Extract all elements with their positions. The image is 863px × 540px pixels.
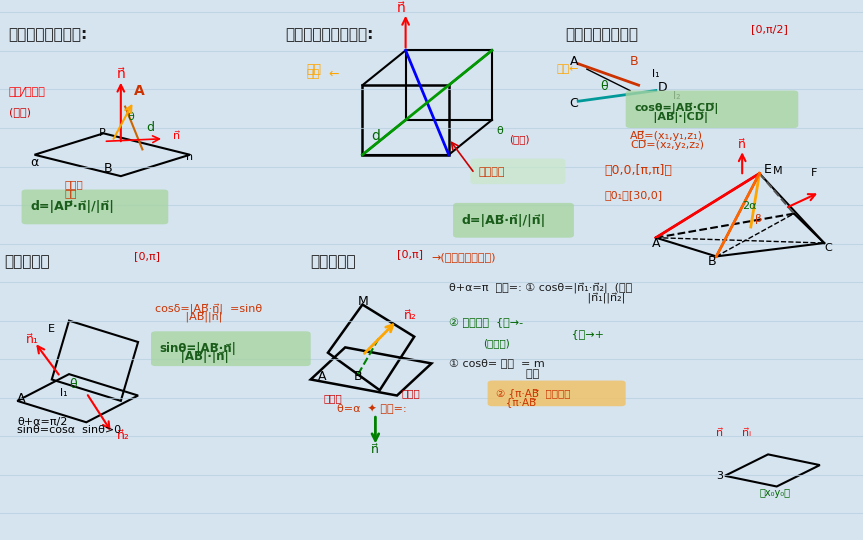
Text: 不被线: 不被线 xyxy=(324,393,343,403)
Text: B: B xyxy=(708,255,716,268)
Text: 两特征点: 两特征点 xyxy=(479,167,506,177)
Text: |AB⃗|·|CD⃗|: |AB⃗|·|CD⃗| xyxy=(634,112,709,123)
Text: cosδ=|AB⃗·n⃗|  =sinθ: cosδ=|AB⃗·n⃗| =sinθ xyxy=(155,305,262,315)
Text: n: n xyxy=(186,152,192,163)
Text: l₂: l₂ xyxy=(673,91,681,101)
Text: 引特: 引特 xyxy=(306,70,319,79)
Text: n⃗: n⃗ xyxy=(397,1,406,15)
Text: (双观察): (双观察) xyxy=(483,338,510,348)
Text: P: P xyxy=(99,129,106,138)
Text: θ+α=π  方法=: ① cosθ=|n⃗₁·n⃗₂|  (牛顿: θ+α=π 方法=: ① cosθ=|n⃗₁·n⃗₂| (牛顿 xyxy=(449,283,632,294)
Text: n⃗ᵢ: n⃗ᵢ xyxy=(742,428,752,438)
Text: n⃗₁: n⃗₁ xyxy=(26,333,39,346)
FancyBboxPatch shape xyxy=(151,332,311,366)
FancyBboxPatch shape xyxy=(470,158,565,184)
Text: 3: 3 xyxy=(716,471,723,481)
Text: α: α xyxy=(30,156,39,169)
Text: A: A xyxy=(134,84,144,98)
Text: n⃗: n⃗ xyxy=(371,443,379,456)
Text: ② {π·AB⃗  同向辅料: ② {π·AB⃗ 同向辅料 xyxy=(496,388,570,399)
Text: β: β xyxy=(755,214,762,224)
Text: 引特: 引特 xyxy=(306,63,321,76)
Text: D: D xyxy=(658,82,667,94)
Text: θ: θ xyxy=(600,80,608,93)
Text: [0,π]: [0,π] xyxy=(134,252,160,261)
Text: →(两个半平面夹角): →(两个半平面夹角) xyxy=(432,253,496,262)
FancyBboxPatch shape xyxy=(488,381,626,406)
Text: l₁: l₁ xyxy=(60,388,68,398)
Text: d=|AB⃗·n⃗|/|n⃗|: d=|AB⃗·n⃗|/|n⃗| xyxy=(462,214,546,227)
Text: A: A xyxy=(318,370,326,383)
Text: 一异面直线的夹角: 一异面直线的夹角 xyxy=(565,27,639,42)
Text: θ: θ xyxy=(69,379,77,392)
Text: l₁: l₁ xyxy=(652,70,659,79)
Text: 三、二面角: 三、二面角 xyxy=(311,254,356,269)
Text: sinθ=cosα  sinθ>0: sinθ=cosα sinθ>0 xyxy=(17,426,122,435)
Text: 面法向: 面法向 xyxy=(65,179,84,189)
Text: 二、二面角: 二、二面角 xyxy=(4,254,50,269)
Text: 找点/转化点: 找点/转化点 xyxy=(9,85,46,96)
Text: A: A xyxy=(570,55,578,68)
Text: AB⃗=(x₁,y₁,z₁): AB⃗=(x₁,y₁,z₁) xyxy=(630,131,703,141)
Text: |AB⃗||n⃗|: |AB⃗||n⃗| xyxy=(168,313,223,323)
Text: θ=α  ✦ 方法=:: θ=α ✦ 方法=: xyxy=(337,403,406,414)
Text: 向量: 向量 xyxy=(65,188,77,198)
Text: E: E xyxy=(47,323,54,334)
Text: {π·AB⃗: {π·AB⃗ xyxy=(496,397,537,407)
Text: B: B xyxy=(630,55,639,68)
Text: A: A xyxy=(652,237,660,249)
Text: ② 如察正反  {钝→-: ② 如察正反 {钝→- xyxy=(449,318,523,328)
Text: F: F xyxy=(811,168,817,179)
Text: 引特←: 引特← xyxy=(557,64,579,74)
FancyBboxPatch shape xyxy=(22,190,168,224)
Text: 〈0₁〉[30,0]: 〈0₁〉[30,0] xyxy=(604,190,662,200)
Text: n⃗: n⃗ xyxy=(716,428,723,438)
Text: M: M xyxy=(772,166,782,176)
Text: n⃗: n⃗ xyxy=(117,68,125,82)
Text: |AB⃗|·|n⃗|: |AB⃗|·|n⃗| xyxy=(160,350,229,363)
Text: ① cosθ= 面面  = m: ① cosθ= 面面 = m xyxy=(449,359,545,368)
Text: (共面): (共面) xyxy=(509,134,530,144)
Text: A: A xyxy=(17,392,26,404)
Text: 〈0,0,[π,π]〉: 〈0,0,[π,π]〉 xyxy=(604,164,672,177)
Text: 面面: 面面 xyxy=(505,369,539,379)
Text: 一、点到面的距离:: 一、点到面的距离: xyxy=(9,27,88,42)
Text: θ+α=π/2: θ+α=π/2 xyxy=(17,417,67,427)
Text: B: B xyxy=(354,370,362,383)
Text: 〈x₀y₀〉: 〈x₀y₀〉 xyxy=(759,488,791,498)
Text: sinθ=|AB⃗·n⃗|: sinθ=|AB⃗·n⃗| xyxy=(160,342,236,355)
Text: [0,π/2]: [0,π/2] xyxy=(751,24,788,34)
Text: C: C xyxy=(824,244,832,253)
Text: 二、异面直线的距离:: 二、异面直线的距离: xyxy=(285,27,373,42)
FancyBboxPatch shape xyxy=(626,91,798,128)
Text: cosθ=|AB⃗·CD⃗|: cosθ=|AB⃗·CD⃗| xyxy=(634,103,719,114)
Text: θ: θ xyxy=(496,126,503,136)
Text: C: C xyxy=(570,97,578,110)
Text: CD⃗=(x₂,y₂,z₂): CD⃗=(x₂,y₂,z₂) xyxy=(630,140,704,150)
Text: d: d xyxy=(371,129,380,143)
Text: θ: θ xyxy=(128,112,135,122)
Text: E: E xyxy=(764,163,772,176)
Text: n⃗: n⃗ xyxy=(738,138,746,151)
Text: n⃗: n⃗ xyxy=(173,131,180,141)
Text: 不存在: 不存在 xyxy=(401,388,420,398)
Text: n⃗₂: n⃗₂ xyxy=(404,309,417,322)
Text: [0,π]: [0,π] xyxy=(397,249,423,259)
Text: M: M xyxy=(358,295,369,308)
Text: n⃗₂: n⃗₂ xyxy=(117,429,129,442)
Text: (方向): (方向) xyxy=(9,107,30,117)
Text: {锐→+: {锐→+ xyxy=(526,329,604,339)
Text: |n⃗₁||n⃗₂|: |n⃗₁||n⃗₂| xyxy=(535,293,626,303)
Text: 2α: 2α xyxy=(742,200,757,211)
Text: B: B xyxy=(104,161,112,174)
Text: d: d xyxy=(147,122,154,134)
Text: ←: ← xyxy=(328,68,338,81)
FancyBboxPatch shape xyxy=(453,203,574,238)
Text: d=|AP⃗·n⃗|/|n⃗|: d=|AP⃗·n⃗|/|n⃗| xyxy=(30,200,114,213)
